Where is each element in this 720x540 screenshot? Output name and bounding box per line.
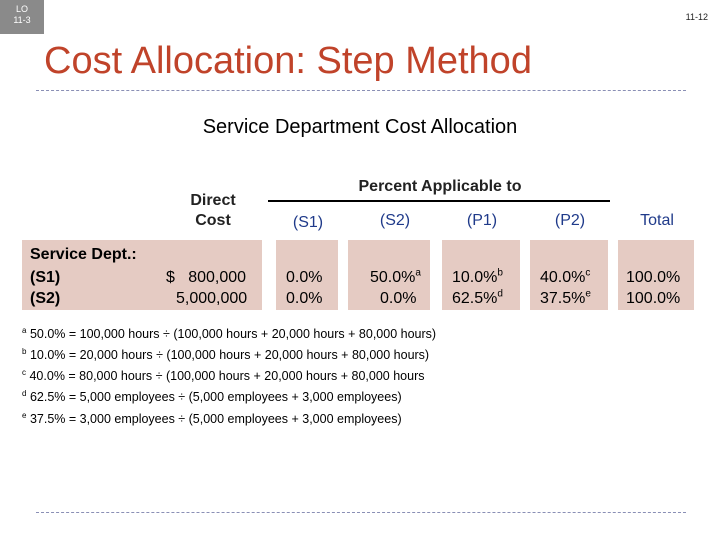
- footnote-mark: d: [497, 288, 503, 300]
- s2-value-row2: 0.0%: [380, 290, 417, 307]
- p2-column-box: [530, 240, 608, 310]
- footer-divider: [36, 512, 686, 513]
- p2-value-row1: 40.0%c: [540, 268, 590, 288]
- p1-value-row2: 62.5%d: [452, 289, 503, 309]
- footnote-mark: b: [22, 347, 27, 357]
- row-label-and-cost-box: [22, 240, 262, 310]
- footnote-text: 10.0% = 20,000 hours ÷ (100,000 hours + …: [29, 348, 430, 363]
- s1-value-row2: 0.0%: [286, 290, 323, 307]
- p1-value-row1-number: 10.0%: [452, 269, 498, 286]
- p2-value-row1-number: 40.0%: [540, 269, 586, 286]
- percent-header-rule: [268, 200, 610, 202]
- footnote-b: b 10.0% = 20,000 hours ÷ (100,000 hours …: [22, 343, 436, 364]
- p1-value-row2-number: 62.5%: [452, 290, 498, 307]
- percent-applicable-header: Percent Applicable to: [358, 178, 522, 195]
- footnote-mark: b: [497, 267, 503, 279]
- footnote-text: 50.0% = 100,000 hours ÷ (100,000 hours +…: [29, 327, 437, 342]
- slide-title: Cost Allocation: Step Method: [44, 40, 532, 82]
- direct-cost-s2: 5,000,000: [176, 290, 248, 307]
- title-divider: [36, 90, 686, 91]
- total-value-row1: 100.0%: [626, 269, 681, 286]
- footnote-text: 40.0% = 80,000 hours ÷ (100,000 hours + …: [29, 369, 425, 384]
- footnote-a: a 50.0% = 100,000 hours ÷ (100,000 hours…: [22, 322, 436, 343]
- table-subtitle: Service Department Cost Allocation: [202, 116, 518, 138]
- lo-label: LO: [15, 4, 28, 14]
- slide-number: 11-12: [685, 12, 708, 22]
- footnote-text: 62.5% = 5,000 employees ÷ (5,000 employe…: [29, 390, 402, 405]
- column-header-p1: (P1): [466, 212, 498, 229]
- total-value-row2: 100.0%: [626, 290, 681, 307]
- direct-cost-header-line2: Cost: [195, 212, 231, 229]
- service-dept-label: Service Dept.:: [30, 246, 137, 263]
- row-label-s2: (S2): [30, 290, 61, 307]
- column-header-total: Total: [640, 212, 674, 229]
- column-header-s2: (S2): [379, 212, 411, 229]
- footnote-c: c 40.0% = 80,000 hours ÷ (100,000 hours …: [22, 364, 436, 385]
- footnotes: a 50.0% = 100,000 hours ÷ (100,000 hours…: [22, 322, 436, 428]
- row-label-s1: (S1): [30, 269, 61, 286]
- s2-value-row1: 50.0%a: [370, 268, 421, 288]
- p2-value-row2: 37.5%e: [540, 289, 591, 309]
- s2-column-box: [348, 240, 430, 310]
- s2-value-row1-number: 50.0%: [370, 269, 416, 286]
- footnote-d: d 62.5% = 5,000 employees ÷ (5,000 emplo…: [22, 385, 436, 406]
- column-header-s1: (S1): [292, 214, 324, 231]
- footnote-mark: c: [22, 368, 26, 378]
- footnote-mark: a: [415, 267, 421, 279]
- direct-cost-header: Direct Cost: [178, 192, 248, 230]
- footnote-mark: e: [22, 410, 27, 420]
- total-column-box: [618, 240, 694, 310]
- footnote-e: e 37.5% = 3,000 employees ÷ (5,000 emplo…: [22, 407, 436, 428]
- p1-column-box: [442, 240, 520, 310]
- p2-value-row2-number: 37.5%: [540, 290, 586, 307]
- footnote-mark: c: [585, 267, 591, 279]
- column-header-p2: (P2): [554, 212, 586, 229]
- footnote-mark: e: [585, 288, 591, 300]
- footnote-mark: d: [22, 389, 27, 399]
- lo-badge: LO 11-3: [0, 0, 44, 34]
- s1-value-row1: 0.0%: [286, 269, 323, 286]
- s1-column-box: [276, 240, 338, 310]
- footnote-mark: a: [22, 326, 27, 335]
- lo-number: 11-3: [13, 15, 31, 25]
- footnote-text: 37.5% = 3,000 employees ÷ (5,000 employe…: [29, 411, 402, 426]
- direct-cost-header-line1: Direct: [190, 192, 236, 209]
- direct-cost-s1: $ 800,000: [166, 269, 247, 286]
- p1-value-row1: 10.0%b: [452, 268, 503, 288]
